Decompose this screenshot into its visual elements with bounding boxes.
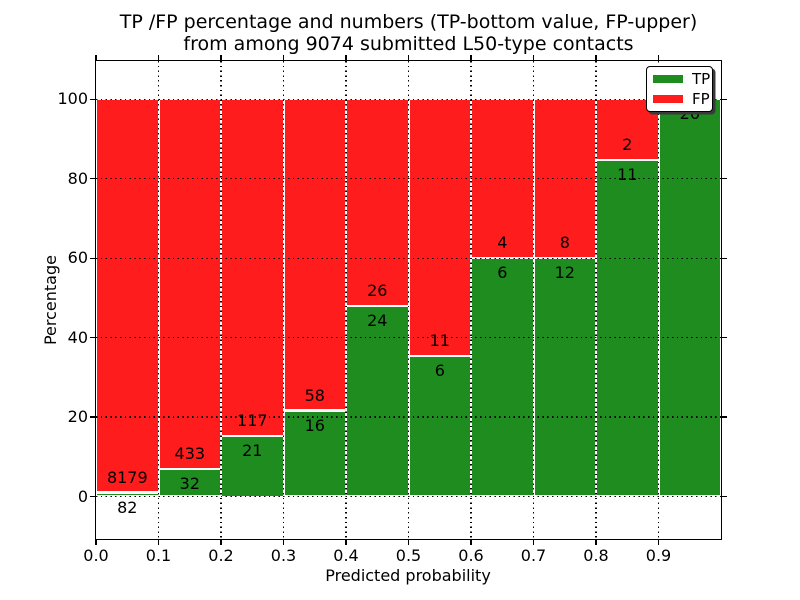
x-tick-label: 0.2 [208,546,234,565]
tp-bar-segment [533,258,596,497]
x-axis-label: Predicted probability [325,566,491,585]
x-tick-label: 0.0 [83,546,109,565]
tp-count-label: 11 [617,165,638,185]
x-tick-mark-top [532,55,535,60]
x-tick-mark-top [220,55,222,60]
vertical-gridline [157,61,160,539]
tp-bar-segment [471,258,534,497]
fp-count-label: 2 [622,135,633,155]
x-tick-mark [157,540,160,545]
fp-count-label: 433 [174,444,206,464]
y-tick-mark [90,416,95,418]
vertical-gridline [595,61,597,539]
fp-count-label: 58 [304,385,325,405]
fp-bar-segment [221,99,284,436]
vertical-gridline [657,61,660,539]
tp-count-label: 24 [367,310,388,330]
tp-count-label: 32 [179,474,200,494]
tp-bar-segment [658,99,721,497]
x-tick-mark [345,540,347,545]
legend-label-tp: TP [692,69,711,88]
tp-bar-segment [346,305,409,497]
vertical-gridline [282,61,285,539]
vertical-gridline [470,61,472,539]
x-tick-mark [95,540,97,545]
x-tick-label: 0.5 [395,546,422,565]
y-tick-mark [90,178,95,180]
tp-color-swatch [653,75,683,83]
x-tick-label: 0.3 [270,546,297,565]
x-tick-label: 0.6 [458,546,484,565]
x-tick-mark [470,540,472,545]
y-tick-label: 100 [57,89,88,109]
chart-title-line2: from among 9074 submitted L50-type conta… [183,33,634,55]
tp-count-label: 21 [242,441,263,460]
y-tick-mark-right [722,98,727,100]
x-tick-mark [532,540,535,545]
y-tick-mark-right [722,336,727,339]
x-tick-mark-top [157,55,160,60]
x-tick-label: 0.7 [520,546,547,565]
tp-count-label: 82 [117,497,138,517]
x-tick-mark-top [470,55,472,60]
x-tick-label: 0.9 [645,546,672,565]
x-tick-mark-top [407,55,410,60]
y-tick-mark-right [722,178,727,180]
tp-bar-segment [596,160,659,497]
x-tick-mark-top [282,55,285,60]
legend-item-fp: FP [653,91,712,107]
fp-bar-segment [408,99,471,357]
y-tick-mark-right [722,495,727,498]
y-tick-mark [90,98,95,100]
y-tick-mark-right [722,416,727,418]
fp-count-label: 8179 [106,467,148,487]
y-axis-label: Percentage [41,255,60,346]
x-tick-mark [220,540,222,545]
y-tick-label: 0 [77,486,88,506]
y-tick-label: 80 [67,168,88,188]
x-tick-mark-top [595,55,597,60]
fp-count-label: 11 [429,331,450,351]
tp-count-label: 6 [497,263,508,283]
y-tick-label: 40 [67,327,88,347]
x-tick-mark-top [657,55,660,60]
fp-bar-segment [96,99,159,493]
tp-count-label: 12 [554,263,575,283]
chart-title-line1: TP /FP percentage and numbers (TP-bottom… [119,11,698,33]
y-tick-mark-right [722,257,727,259]
x-tick-mark-top [95,55,97,60]
tp-count-label: 6 [434,361,445,381]
y-tick-mark [90,336,95,339]
fp-bar-segment [283,99,346,411]
fp-count-label: 8 [559,233,570,253]
y-tick-label: 20 [67,407,88,426]
legend-label-fp: FP [692,89,710,108]
legend: TP FP [646,66,713,112]
tp-bar-segment [283,410,346,497]
fp-count-label: 26 [367,280,388,300]
x-tick-label: 0.4 [333,546,359,565]
x-tick-mark [657,540,660,545]
fp-count-label: 4 [497,233,508,253]
vertical-gridline [220,61,222,539]
y-tick-label: 60 [67,248,88,268]
x-tick-mark-top [345,55,347,60]
legend-item-tp: TP [653,71,712,87]
vertical-gridline [345,61,347,539]
fp-bar-segment [346,99,409,306]
x-tick-label: 0.8 [583,546,609,565]
x-tick-mark [282,540,285,545]
tp-count-label: 16 [304,415,325,435]
x-tick-mark [407,540,410,545]
x-tick-label: 0.1 [145,546,172,565]
fp-bar-segment [158,99,221,470]
fp-color-swatch [653,95,683,103]
vertical-gridline [532,61,535,539]
y-tick-mark [90,257,95,259]
fp-count-label: 117 [237,411,268,430]
vertical-gridline [407,61,410,539]
x-tick-mark [595,540,597,545]
y-tick-mark [90,495,95,498]
